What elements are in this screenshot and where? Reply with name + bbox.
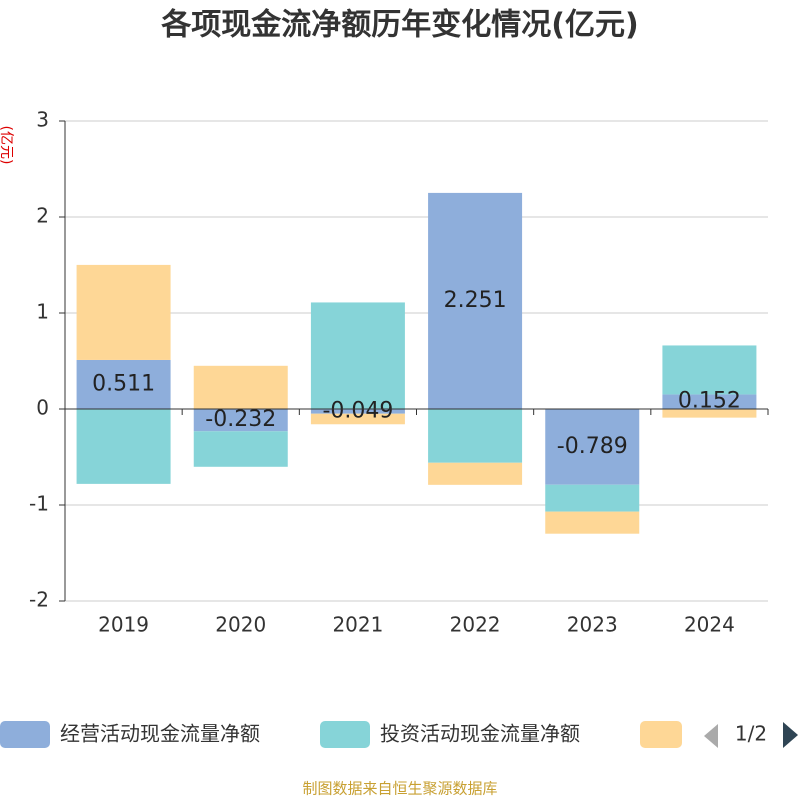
bar-segment	[662, 345, 757, 395]
x-tick-label: 2024	[684, 613, 735, 637]
bar-segment	[428, 192, 523, 409]
bar-segment	[545, 511, 640, 534]
legend-label: 经营活动现金流量净额	[60, 722, 260, 746]
bar-segment	[310, 302, 405, 409]
bar-segment	[310, 413, 405, 425]
y-tick-label: -2	[29, 588, 49, 612]
bar-segment	[662, 394, 757, 409]
x-tick-label: 2019	[98, 613, 149, 637]
legend-swatch	[640, 721, 682, 748]
x-tick-label: 2020	[215, 613, 266, 637]
legend-page: 1/2	[735, 722, 767, 746]
bar-segment	[76, 409, 171, 484]
x-tick-label: 2022	[450, 613, 501, 637]
data-label: 0.152	[678, 389, 741, 414]
y-tick-label: -1	[29, 492, 49, 516]
data-label: -0.789	[557, 434, 628, 459]
y-tick-label: 1	[36, 300, 49, 324]
legend-swatch	[0, 721, 50, 748]
bar-segment	[193, 431, 288, 467]
chart-title: 各项现金流净额历年变化情况(亿元)	[160, 8, 638, 43]
x-tick-label: 2023	[567, 613, 618, 637]
legend-next[interactable]	[783, 722, 798, 748]
y-tick-label: 2	[36, 204, 49, 228]
legend-swatch	[320, 721, 370, 748]
bar-segment	[545, 484, 640, 512]
data-label: 2.251	[444, 288, 507, 313]
data-label: -0.049	[322, 398, 393, 423]
source-note: 制图数据来自恒生聚源数据库	[302, 780, 497, 798]
y-axis-label: (亿元)	[0, 126, 14, 165]
x-tick-label: 2021	[332, 613, 383, 637]
bar-segment	[310, 409, 405, 414]
bar-segment	[76, 264, 171, 360]
bar-segment	[193, 409, 288, 432]
bar-segment	[662, 409, 757, 418]
bar-segment	[428, 409, 523, 463]
legend-label: 投资活动现金流量净额	[380, 722, 580, 746]
bar-segment	[76, 359, 171, 409]
y-tick-label: 3	[36, 108, 49, 132]
legend-prev[interactable]	[704, 724, 718, 748]
bar-segment	[193, 365, 288, 409]
data-label: -0.232	[205, 407, 276, 432]
y-tick-label: 0	[36, 396, 49, 420]
bar-segment	[545, 409, 640, 485]
data-label: 0.511	[92, 371, 155, 396]
bar-segment	[428, 462, 523, 485]
